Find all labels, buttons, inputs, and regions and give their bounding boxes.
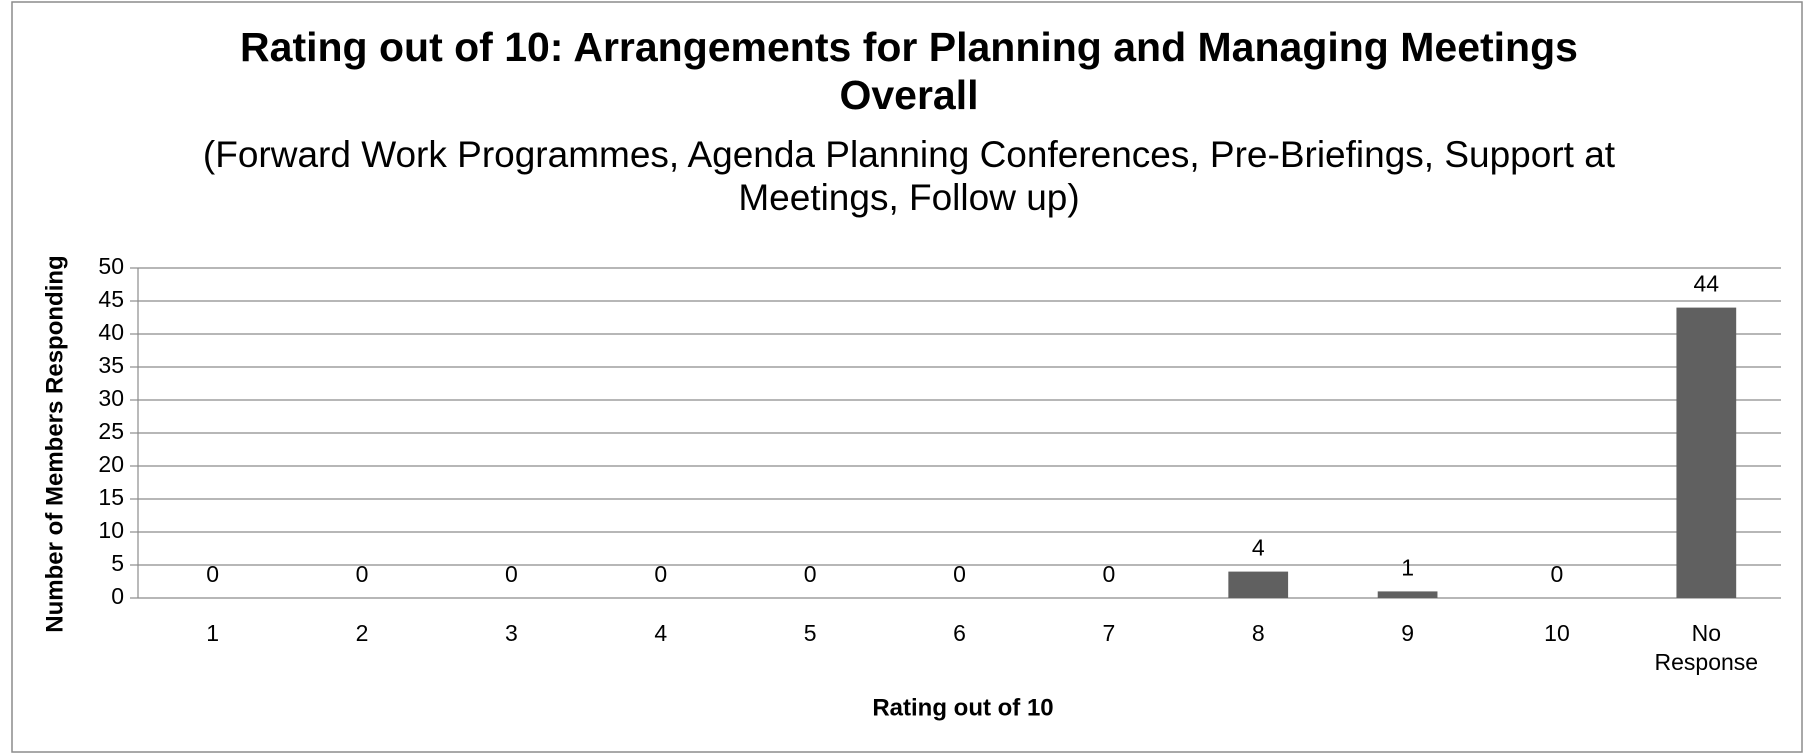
- y-tick-label: 35: [98, 352, 124, 378]
- y-tick-label: 25: [98, 418, 124, 444]
- bar: [1377, 591, 1438, 598]
- x-tick-label: 5: [804, 620, 817, 646]
- bar: [1676, 307, 1737, 598]
- y-tick-label: 45: [98, 286, 124, 312]
- y-tick-label: 15: [98, 484, 124, 510]
- data-label: 4: [1252, 535, 1265, 561]
- x-tick-label: 6: [953, 620, 966, 646]
- y-tick-label: 40: [98, 319, 124, 345]
- x-tick-label: 4: [654, 620, 667, 646]
- data-label: 0: [804, 561, 817, 587]
- x-tick-label: 3: [505, 620, 518, 646]
- chart-title: Rating out of 10: Arrangements for Plann…: [240, 24, 1578, 118]
- bar: [1228, 571, 1289, 598]
- data-label: 0: [505, 561, 518, 587]
- y-tick-label: 5: [111, 550, 124, 576]
- x-axis-label: Rating out of 10: [872, 694, 1053, 721]
- y-tick-label: 30: [98, 385, 124, 411]
- x-tick-label: 8: [1252, 620, 1265, 646]
- x-tick-label: 1: [206, 620, 219, 646]
- data-label: 0: [953, 561, 966, 587]
- data-label: 0: [206, 561, 219, 587]
- y-tick-label: 20: [98, 451, 124, 477]
- chart-subtitle: (Forward Work Programmes, Agenda Plannin…: [202, 134, 1616, 219]
- y-tick-label: 50: [98, 253, 124, 279]
- x-tick-label: 7: [1102, 620, 1115, 646]
- x-tick-label: No Response: [1655, 620, 1759, 675]
- data-label: 44: [1694, 271, 1720, 297]
- data-label: 0: [356, 561, 369, 587]
- y-tick-label: 10: [98, 517, 124, 543]
- x-tick-label: 9: [1401, 620, 1414, 646]
- data-label: 0: [654, 561, 667, 587]
- x-tick-label: 10: [1544, 620, 1570, 646]
- y-axis-label: Number of Members Responding: [41, 255, 68, 632]
- data-label: 0: [1551, 561, 1564, 587]
- chart-border: [11, 1, 1803, 753]
- y-tick-label: 0: [111, 583, 124, 609]
- data-label: 0: [1102, 561, 1115, 587]
- x-tick-label: 2: [356, 620, 369, 646]
- data-label: 1: [1401, 554, 1414, 580]
